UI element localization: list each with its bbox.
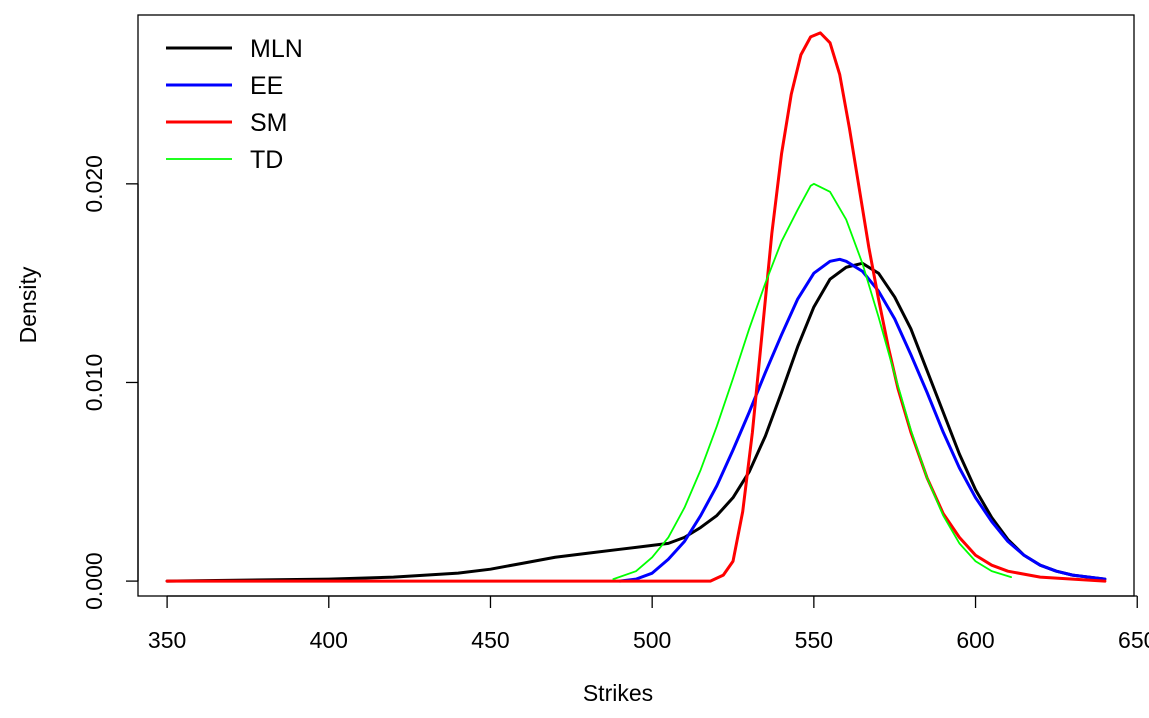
x-axis: 350 400 450 500 550 600 650	[148, 595, 1149, 653]
y-tick-label: 0.020	[81, 155, 107, 213]
series-lines	[165, 31, 1107, 583]
series-line-mln	[165, 261, 1107, 583]
series-line-ee	[618, 257, 1107, 583]
series-line-td	[612, 182, 1013, 581]
legend: MLN EE SM TD	[166, 35, 303, 174]
legend-label-td: TD	[250, 146, 283, 174]
y-axis-title: Density	[15, 266, 41, 343]
x-tick-label: 500	[633, 627, 671, 653]
x-tick-label: 550	[795, 627, 833, 653]
legend-label-ee: EE	[250, 72, 283, 100]
legend-label-sm: SM	[250, 109, 288, 137]
series-line-sm	[165, 31, 1107, 583]
x-tick-label: 650	[1118, 627, 1149, 653]
y-axis: 0.000 0.010 0.020	[81, 155, 139, 610]
y-tick-label: 0.000	[81, 552, 107, 610]
x-tick-label: 400	[310, 627, 348, 653]
y-tick-label: 0.010	[81, 354, 107, 412]
x-axis-title: Strikes	[583, 680, 653, 706]
x-tick-label: 450	[471, 627, 509, 653]
x-tick-label: 600	[956, 627, 994, 653]
x-tick-label: 350	[148, 627, 186, 653]
legend-label-mln: MLN	[250, 35, 303, 63]
